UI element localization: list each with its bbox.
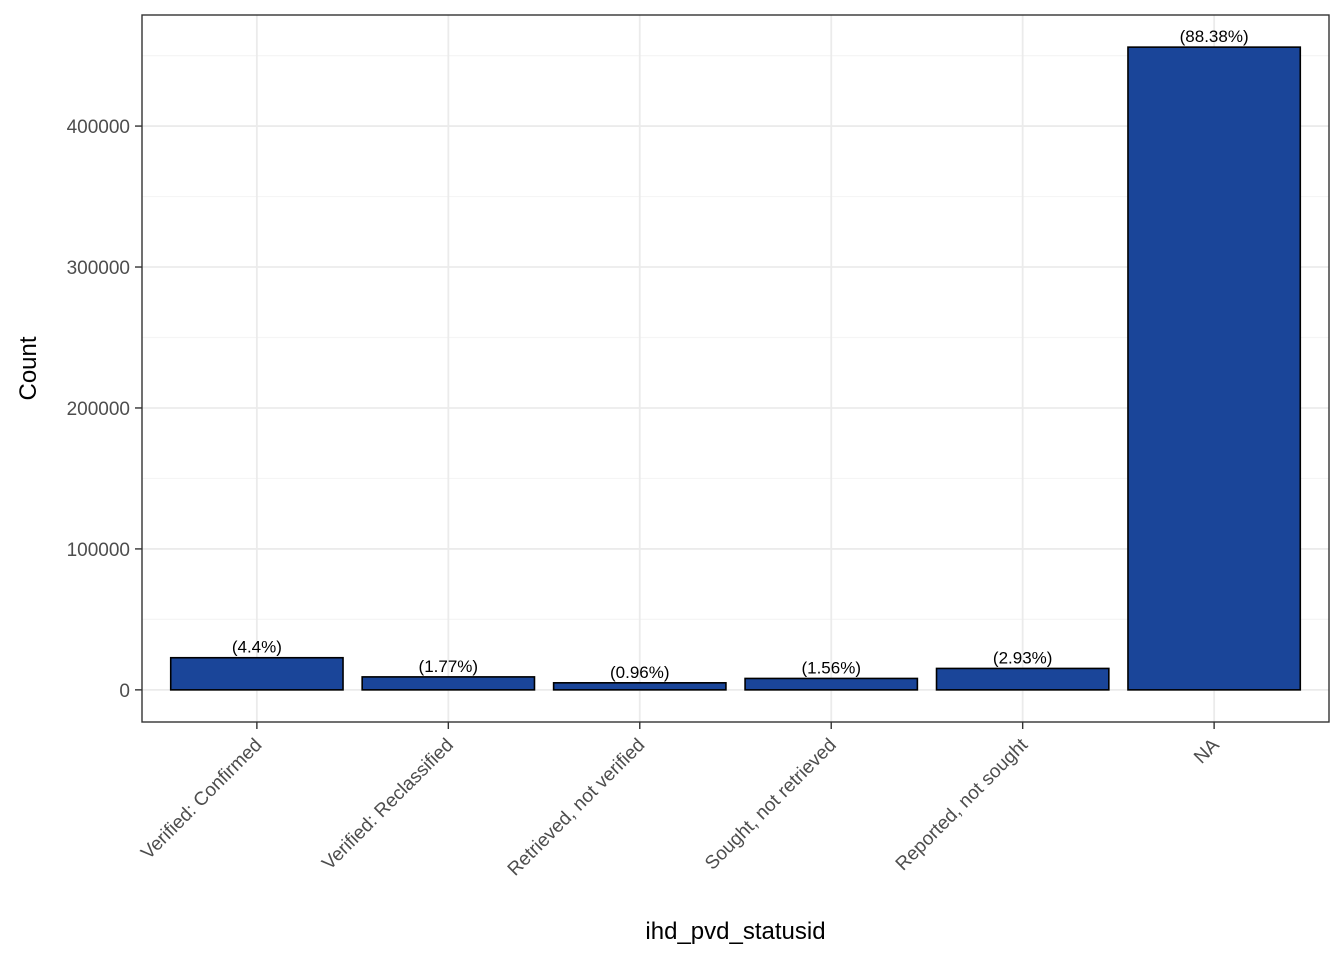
data-label: (2.93%) <box>993 648 1053 667</box>
bar-1 <box>169 656 344 691</box>
bars <box>169 46 1302 691</box>
bar-3 <box>552 682 727 691</box>
panel-border <box>141 14 1330 723</box>
data-label: (4.4%) <box>232 638 282 657</box>
bar-2 <box>361 676 536 691</box>
x-tick-label: Retrieved, not verified <box>504 735 650 881</box>
data-label: (0.96%) <box>610 663 670 682</box>
y-tick-label: 300000 <box>67 258 130 279</box>
x-axis-title: ihd_pvd_statusid <box>645 918 825 945</box>
x-tick-label: NA <box>1190 734 1224 768</box>
y-tick-label: 100000 <box>67 540 130 561</box>
y-tick-label: 0 <box>119 681 130 702</box>
bar-5 <box>935 667 1110 691</box>
y-axis: 0 100000 200000 300000 400000 <box>67 117 142 702</box>
y-tick-label: 400000 <box>67 117 130 138</box>
y-axis-title: Count <box>15 336 42 400</box>
data-label: (88.38%) <box>1180 27 1249 46</box>
x-tick-label: Verified: Reclassified <box>318 735 458 875</box>
x-tick-label: Sought, not retrieved <box>701 735 841 875</box>
x-tick-label: Verified: Confirmed <box>137 735 266 864</box>
bar-4 <box>744 677 919 691</box>
x-tick-label: Reported, not sought <box>892 734 1033 875</box>
bar-6 <box>1127 46 1302 691</box>
y-tick-label: 200000 <box>67 399 130 420</box>
data-label: (1.56%) <box>801 658 861 677</box>
x-axis: Verified: Confirmed Verified: Reclassifie… <box>137 722 1224 880</box>
data-labels: (4.4%) (1.77%) (0.96%) (1.56%) (2.93%) (88.38… <box>232 27 1249 682</box>
data-label: (1.77%) <box>419 657 479 676</box>
